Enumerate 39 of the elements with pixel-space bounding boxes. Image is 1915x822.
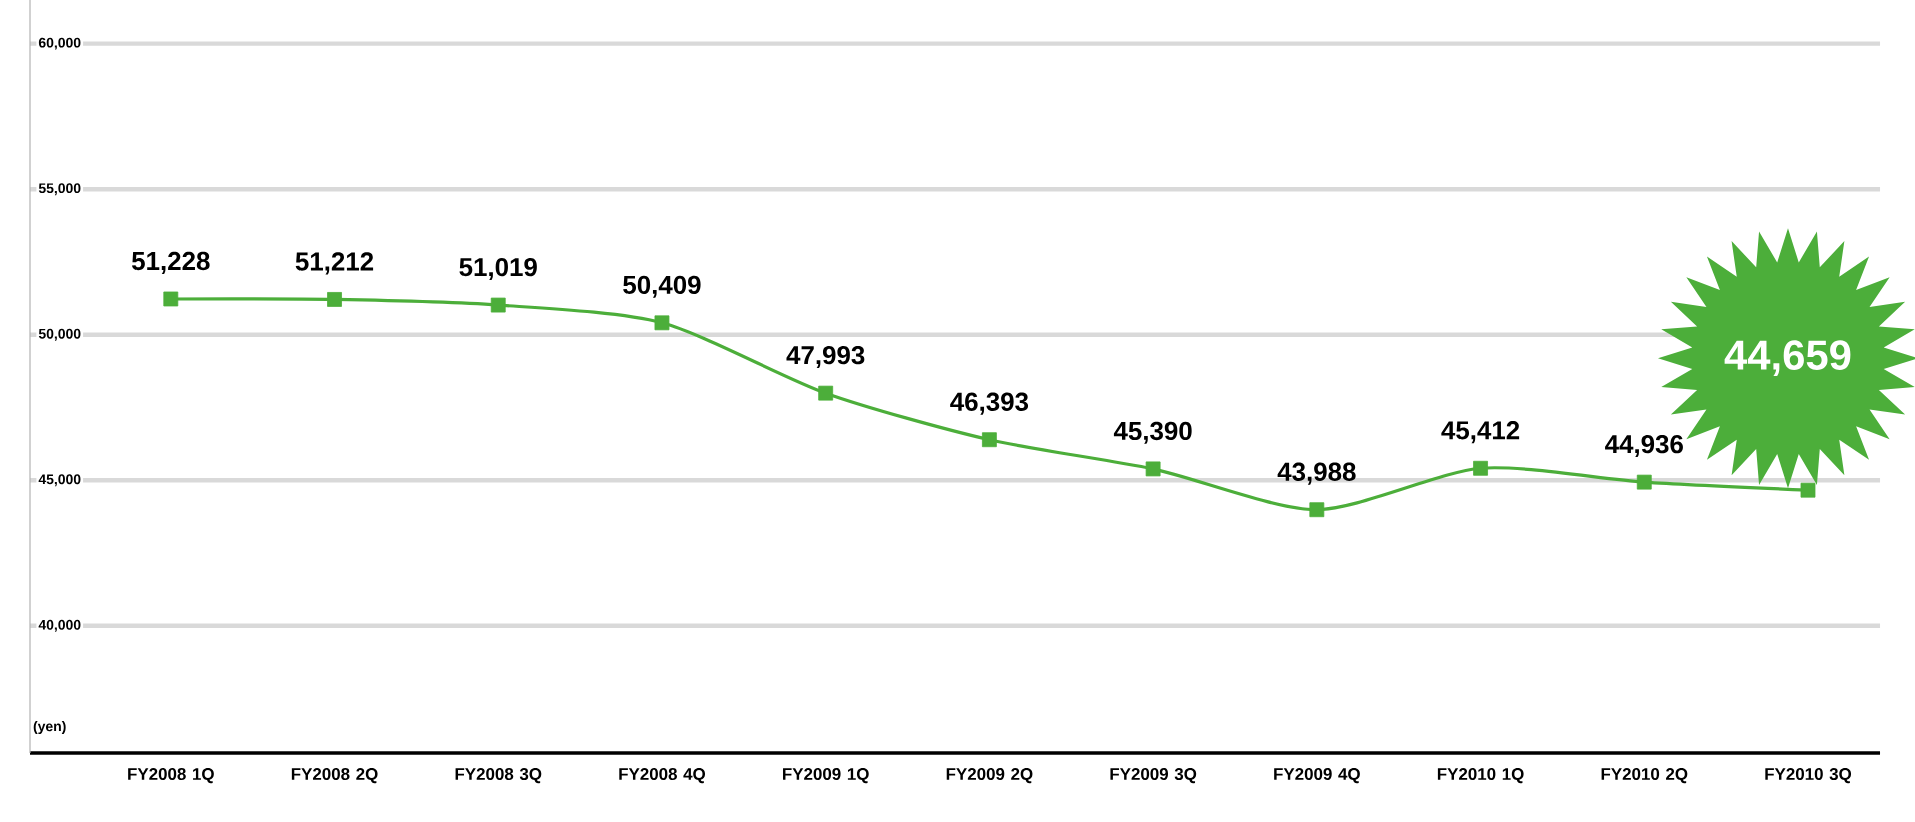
x-tick-label: FY2010 1Q [1437,768,1524,784]
point [1309,502,1325,518]
data-label: 44,659 [1724,340,1851,377]
x-tick-label: FY2009 2Q [946,768,1033,784]
y-axis-title: (yen) [33,720,66,734]
x-tick-label: FY2008 4Q [619,768,706,784]
data-label: 51,019 [459,257,537,281]
point [163,291,179,307]
data-label: 50,409 [623,275,701,298]
point [327,292,342,307]
x-tick-label: FY2008 1Q [128,768,214,784]
y-tick-label: 45,000 [38,474,81,487]
x-tick-label: FY2008 2Q [291,768,378,784]
point [1473,460,1488,476]
data-label: 44,936 [1605,434,1683,458]
point [654,315,670,331]
point [490,297,506,313]
x-tick-label: FY2009 1Q [783,768,869,784]
data-label: 51,228 [132,251,210,274]
y-tick-label: 40,000 [38,619,81,632]
point [981,432,997,448]
x-tick-label: FY2009 4Q [1274,768,1360,784]
x-tick-label: FY2008 3Q [455,768,542,784]
data-label: 46,393 [950,392,1029,415]
y-tick-label: 50,000 [38,328,81,341]
data-label: 51,212 [295,252,374,275]
x-tick-label: FY2009 3Q [1110,768,1197,784]
y-tick-label: 60,000 [38,37,81,50]
point [818,385,834,401]
y-tick-label: 55,000 [38,183,81,196]
data-label: 45,390 [1113,421,1192,444]
data-label: 45,412 [1441,421,1520,444]
point [1145,461,1161,477]
point [1800,482,1816,498]
point [1636,474,1652,490]
x-tick-label: FY2010 2Q [1601,768,1688,784]
data-label: 47,993 [786,346,865,369]
x-tick-label: FY2010 3Q [1765,768,1852,784]
data-label: 43,988 [1277,462,1356,485]
